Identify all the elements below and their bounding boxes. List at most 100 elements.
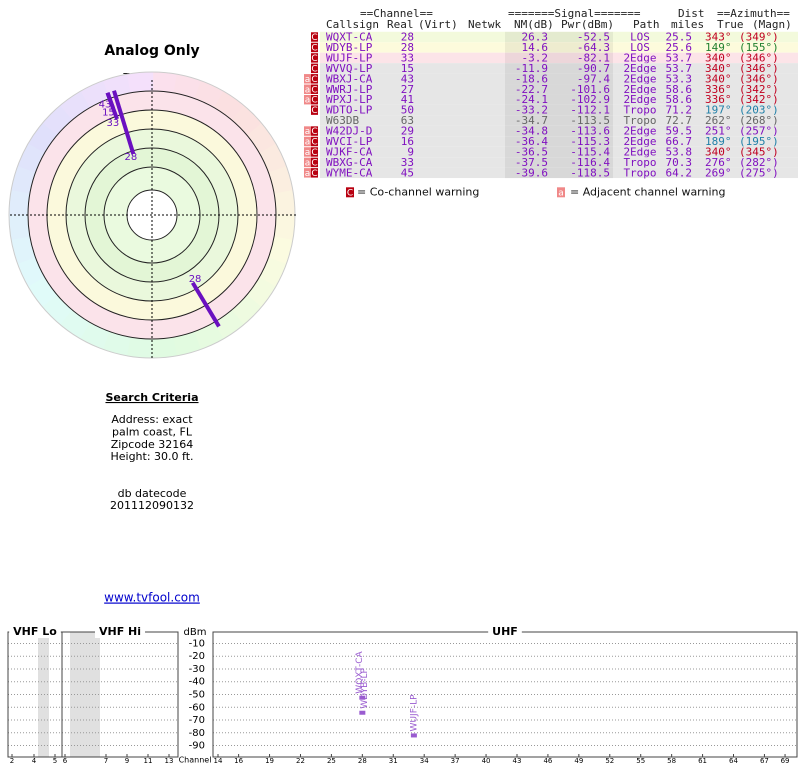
legend-badge xyxy=(557,187,565,198)
station-mark xyxy=(359,710,366,715)
table-cell: -34.8 xyxy=(515,125,548,138)
table-cell: Tropo xyxy=(623,156,656,169)
legend-text: = Co-channel warning xyxy=(357,185,479,198)
warning-badge xyxy=(304,74,311,84)
table-column-header: NM(dB) xyxy=(514,18,554,31)
band-label: VHF Lo xyxy=(13,625,57,638)
radar-outer-band xyxy=(60,90,91,121)
x-tick-label: 14 xyxy=(214,757,223,765)
station-mark xyxy=(359,695,366,700)
signal-column-shade xyxy=(505,63,613,74)
table-group-header: Dist xyxy=(678,7,705,20)
table-cell: 53.7 xyxy=(666,62,693,75)
warning-badge-text: a xyxy=(305,127,311,137)
table-cell: 53.7 xyxy=(666,51,693,64)
band-label-background xyxy=(9,626,61,638)
signal-column-shade xyxy=(505,94,613,105)
table-cell: -34.7 xyxy=(515,114,548,127)
table-cell: 29 xyxy=(401,125,414,138)
table-cell: 149° xyxy=(705,41,732,54)
radar-outer-band xyxy=(172,331,201,357)
warning-badge-text: a xyxy=(305,169,311,179)
x-tick-label: 40 xyxy=(482,757,491,765)
table-row-background xyxy=(320,146,798,158)
table-cell: LOS xyxy=(630,41,650,54)
radar-outer-band xyxy=(11,164,36,194)
table-cell: -90.7 xyxy=(577,62,610,75)
table-cell: -115.3 xyxy=(570,135,610,148)
table-cell: WBXJ-CA xyxy=(326,72,373,85)
warning-badge xyxy=(304,136,311,147)
table-cell: 25.6 xyxy=(666,41,693,54)
warning-badge-text: C xyxy=(311,138,317,148)
x-tick-label: 4 xyxy=(32,757,37,765)
warning-badge xyxy=(304,126,311,136)
radar-outer-band xyxy=(59,309,90,339)
warning-badge xyxy=(304,147,311,157)
y-tick-label: -40 xyxy=(189,677,205,688)
radar-outer-band xyxy=(246,277,276,308)
x-tick-label: 55 xyxy=(636,757,645,765)
station-label: WUJF-LP xyxy=(409,694,419,732)
table-cell: Tropo xyxy=(623,104,656,117)
table-cell: 26.3 xyxy=(522,31,549,44)
table-cell: WJKF-CA xyxy=(326,145,373,158)
table-cell: (342°) xyxy=(739,93,779,106)
table-cell: 58.6 xyxy=(666,93,693,106)
radar-outer-band xyxy=(125,336,152,358)
table-cell: 63 xyxy=(401,114,414,127)
table-cell: -113.6 xyxy=(570,125,610,138)
table-cell: (346°) xyxy=(739,72,779,85)
table-cell: (275°) xyxy=(739,166,779,179)
table-cell: -116.4 xyxy=(570,156,610,169)
warning-badge-text: C xyxy=(311,64,317,74)
table-cell: 72.7 xyxy=(666,114,693,127)
table-cell: -36.5 xyxy=(515,145,548,158)
x-tick-label: 67 xyxy=(760,757,769,765)
y-axis-label: dBm xyxy=(184,627,207,638)
table-cell: 33 xyxy=(401,156,414,169)
table-cell: 53.3 xyxy=(666,72,693,85)
warning-badge-text: a xyxy=(305,85,311,95)
table-cell: 2Edge xyxy=(623,135,656,148)
table-cell: -113.5 xyxy=(570,114,610,127)
table-cell: (195°) xyxy=(739,135,779,148)
table-cell: -18.6 xyxy=(515,72,548,85)
search-line: Height: 30.0 ft. xyxy=(110,450,193,463)
table-column-header: Callsign xyxy=(326,18,379,31)
table-cell: WVVQ-LP xyxy=(326,62,373,75)
radar-outer-band xyxy=(150,337,177,359)
signal-column-shade xyxy=(505,125,613,137)
table-cell: -112.1 xyxy=(570,104,610,117)
site-link[interactable]: www.tvfool.com xyxy=(104,591,200,605)
table-row-background xyxy=(320,94,798,105)
radar-outer-band xyxy=(230,294,262,326)
radar-station-label: 43 xyxy=(99,99,112,110)
table-cell: Tropo xyxy=(623,114,656,127)
table-cell: WDYB-LP xyxy=(326,41,373,54)
table-cell: -118.5 xyxy=(570,166,610,179)
warning-badge-text: C xyxy=(311,33,317,43)
table-cell: -3.2 xyxy=(522,51,549,64)
table-cell: 2Edge xyxy=(623,72,656,85)
table-cell: 53.8 xyxy=(666,145,693,158)
legend-badge-text: a xyxy=(558,188,564,198)
warning-badge xyxy=(311,84,318,94)
table-cell: 43 xyxy=(401,72,414,85)
signal-column-shade xyxy=(505,104,613,116)
radar-outer-band xyxy=(10,235,36,264)
signal-column-shade xyxy=(505,167,613,179)
table-cell: (346°) xyxy=(739,62,779,75)
x-tick-label: 58 xyxy=(667,757,676,765)
warning-badge xyxy=(311,53,318,63)
table-cell: 343° xyxy=(705,31,732,44)
table-cell: 2Edge xyxy=(623,145,656,158)
signal-column-shade xyxy=(505,31,613,43)
warning-badge xyxy=(311,105,318,115)
legend-text: = Adjacent channel warning xyxy=(570,185,726,198)
table-cell: -115.4 xyxy=(570,145,610,158)
warning-badge-text: C xyxy=(311,158,317,168)
table-column-header: miles xyxy=(671,18,704,31)
table-cell: Tropo xyxy=(623,166,656,179)
x-tick-label: 46 xyxy=(543,757,552,765)
